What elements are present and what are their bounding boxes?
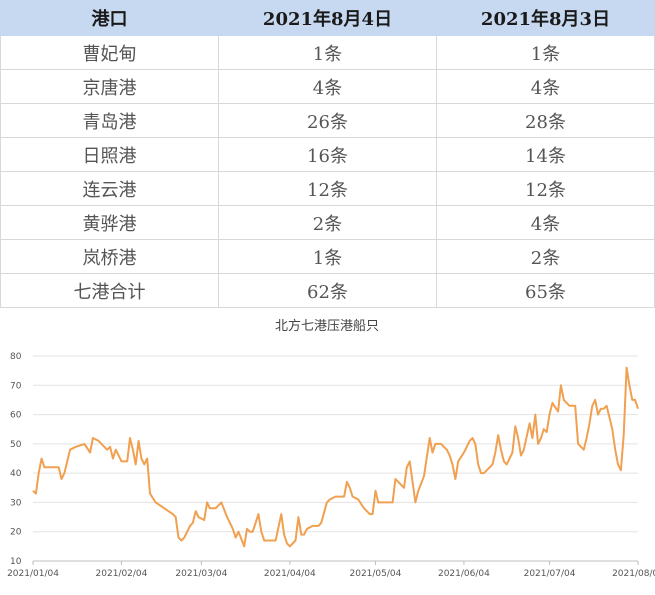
chart-svg: 10 20 30 40 50 60 70 80 2021/01/04 2021/02/04 2021… — [7, 318, 655, 579]
port-name: 连云港 — [0, 171, 219, 206]
count-aug3: 4条 — [436, 205, 655, 240]
header-port: 港口 — [0, 0, 219, 36]
table-row: 青岛港 26条 28条 — [0, 103, 655, 138]
header-date-aug4: 2021年8月4日 — [218, 0, 437, 36]
count-aug4: 4条 — [218, 69, 437, 104]
count-aug4: 12条 — [218, 171, 437, 206]
table-row: 京唐港 4条 4条 — [0, 69, 655, 104]
count-aug3: 4条 — [436, 69, 655, 104]
axis-layer: 10 20 30 40 50 60 70 80 2021/01/04 2021/02/04 2021… — [7, 352, 655, 579]
y-tick-label: 80 — [10, 352, 22, 362]
congestion-line-chart: 10 20 30 40 50 60 70 80 2021/01/04 2021/02/04 2021… — [0, 308, 655, 595]
table-header-row: 港口 2021年8月4日 2021年8月3日 — [0, 0, 655, 36]
y-tick-label: 20 — [10, 528, 22, 538]
port-name: 黄骅港 — [0, 205, 219, 240]
count-aug4: 16条 — [218, 137, 437, 172]
x-tick-label: 2021/05/04 — [350, 569, 402, 579]
count-aug3: 2条 — [436, 239, 655, 274]
x-tick-label: 2021/01/04 — [7, 569, 59, 579]
x-tick-label: 2021/06/04 — [438, 569, 490, 579]
port-name: 七港合计 — [0, 273, 219, 308]
x-tick-label: 2021/03/04 — [175, 569, 227, 579]
table-row: 岚桥港 1条 2条 — [0, 239, 655, 274]
y-tick-label: 40 — [10, 469, 22, 479]
count-aug4: 62条 — [218, 273, 437, 308]
count-aug3: 1条 — [436, 35, 655, 70]
header-date-aug3: 2021年8月3日 — [436, 0, 655, 36]
port-name: 青岛港 — [0, 103, 219, 138]
series-layer — [32, 366, 639, 548]
y-tick-label: 50 — [10, 440, 22, 450]
table-row: 连云港 12条 12条 — [0, 171, 655, 206]
x-tick-label: 2021/08/04 — [612, 569, 655, 579]
port-name: 日照港 — [0, 137, 219, 172]
x-tick-label: 2021/02/04 — [96, 569, 148, 579]
count-aug4: 26条 — [218, 103, 437, 138]
table-row: 七港合计 62条 65条 — [0, 273, 655, 308]
port-congestion-table: 港口 2021年8月4日 2021年8月3日 曹妃甸 1条 1条 京唐港 4条 4条 青… — [0, 0, 655, 308]
count-aug4: 1条 — [218, 239, 437, 274]
y-tick-label: 60 — [10, 411, 22, 421]
grid-layer — [33, 355, 638, 562]
count-aug3: 14条 — [436, 137, 655, 172]
count-aug4: 2条 — [218, 205, 437, 240]
y-tick-label: 10 — [10, 557, 22, 567]
port-name: 京唐港 — [0, 69, 219, 104]
y-tick-label: 30 — [10, 498, 22, 508]
table-row: 日照港 16条 14条 — [0, 137, 655, 172]
table-row: 黄骅港 2条 4条 — [0, 205, 655, 240]
port-name: 岚桥港 — [0, 239, 219, 274]
chart-title: 北方七港压港船只 — [275, 318, 379, 334]
series-line — [32, 366, 639, 548]
x-tick-label: 2021/04/04 — [264, 569, 316, 579]
count-aug3: 65条 — [436, 273, 655, 308]
count-aug3: 12条 — [436, 171, 655, 206]
count-aug4: 1条 — [218, 35, 437, 70]
x-tick-label: 2021/07/04 — [524, 569, 576, 579]
port-name: 曹妃甸 — [0, 35, 219, 70]
count-aug3: 28条 — [436, 103, 655, 138]
y-tick-label: 70 — [10, 381, 22, 391]
table-row: 曹妃甸 1条 1条 — [0, 35, 655, 70]
